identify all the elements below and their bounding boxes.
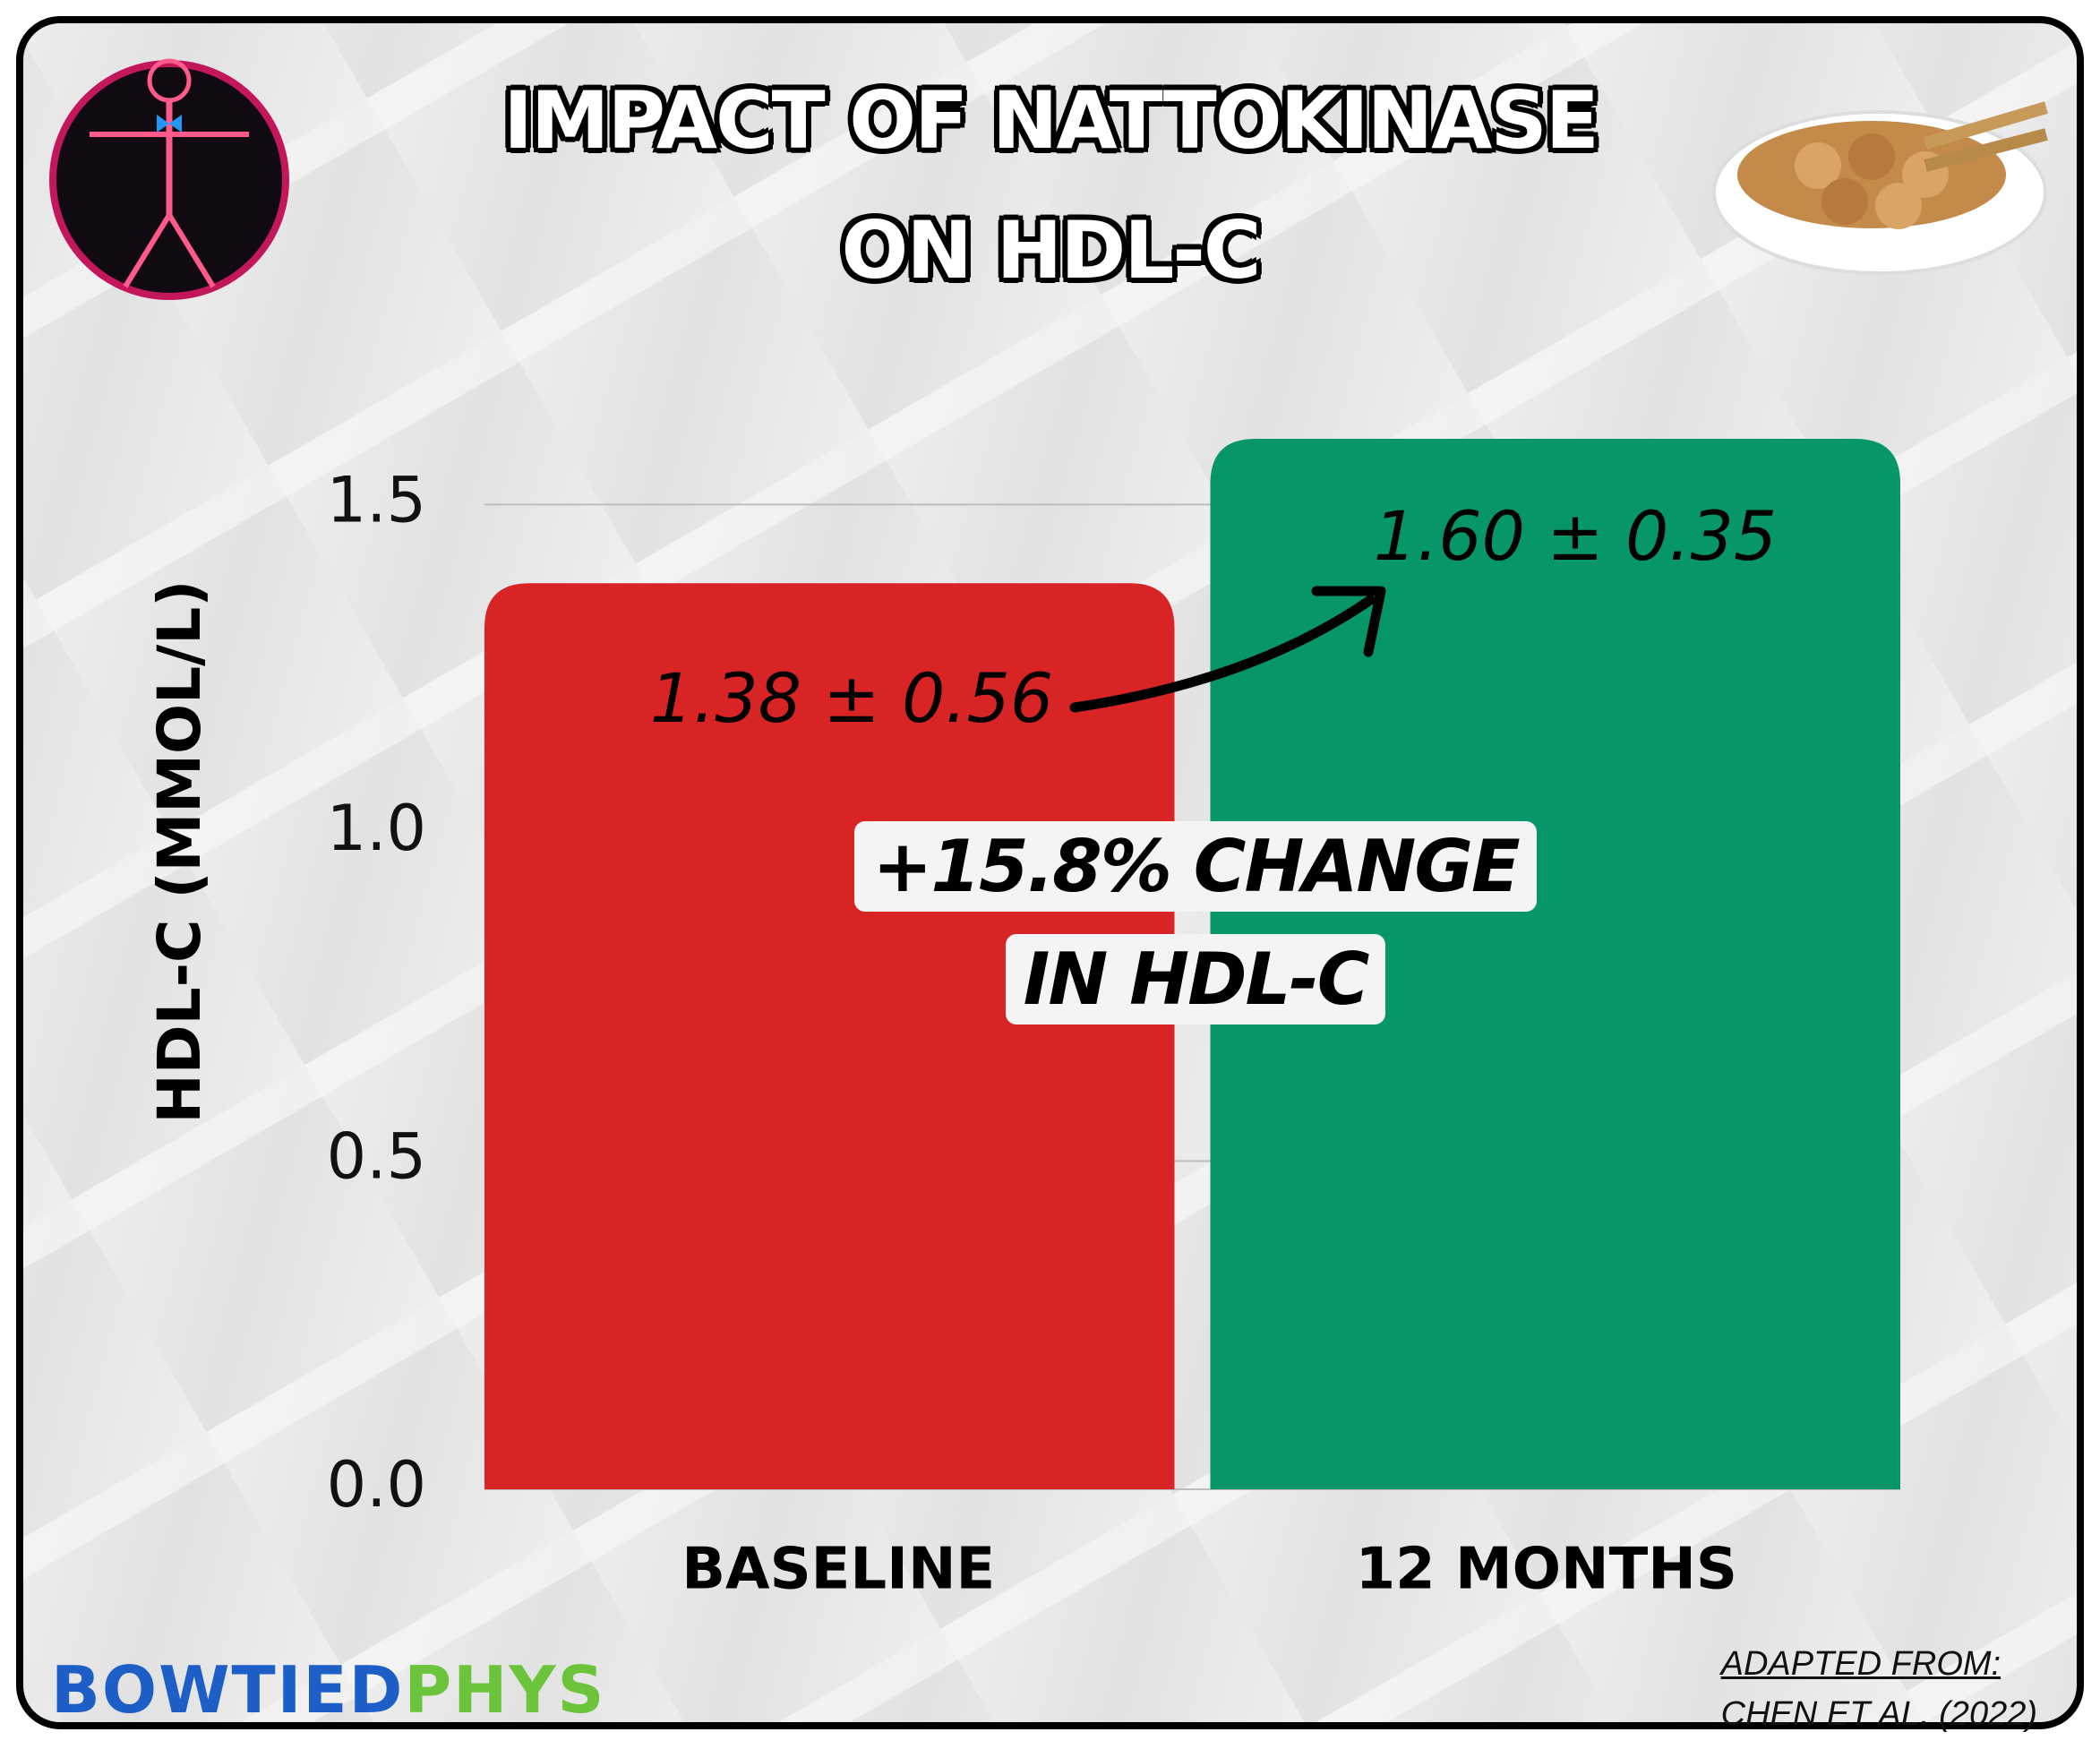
y-tick-label: 1.5 [327,463,426,536]
source-line: CHEN ET AL. (2022) [1720,1695,2037,1733]
source: ADAPTED FROM: CHEN ET AL. (2022) [1721,1639,2037,1739]
bar [484,583,1175,1489]
value-label: 1.38 ± 0.56 [650,658,1053,738]
y-tick-label: 0.0 [327,1448,426,1522]
annotation-text: +15.8% CHANGE IN HDL-C [854,821,1537,1025]
bar [1210,439,1900,1489]
arrow [1069,595,1376,713]
brand-part: PHYS [404,1652,606,1728]
brand: BOWTIEDPHYS [51,1652,605,1728]
y-tick-label: 1.0 [327,792,426,865]
x-tick-label: BASELINE [681,1537,995,1603]
arrowhead [1311,586,1386,657]
natto-image [1712,101,2048,275]
brand-part: BOWTIED [51,1652,405,1728]
y-axis-label: HDL-C (MMOL/L) [145,580,214,1124]
annotation: +15.8% CHANGE IN HDL-C [833,810,1558,1036]
source-line: ADAPTED FROM: [1720,1645,2001,1683]
y-tick-label: 0.5 [327,1119,426,1193]
logo [49,58,289,300]
value-label: 1.60 ± 0.35 [1374,496,1777,576]
x-tick-label: 12 MONTHS [1356,1537,1737,1603]
chart-title: IMPACT OF NATTOKINASE ON HDL-C [503,74,1599,296]
